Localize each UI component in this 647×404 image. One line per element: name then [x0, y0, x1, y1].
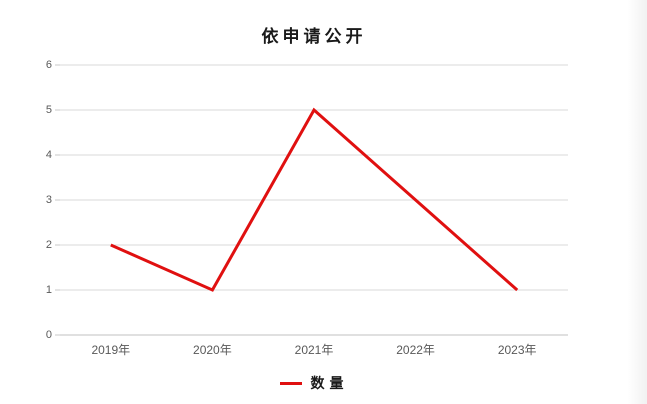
chart-title: 依申请公开 — [261, 27, 367, 46]
y-tick-label: 0 — [45, 329, 52, 341]
y-tick-label: 4 — [45, 149, 52, 161]
x-tick-label: 2023年 — [497, 343, 537, 357]
y-tick-label: 3 — [45, 194, 52, 206]
y-tick-label: 2 — [45, 239, 52, 251]
legend: 数量 — [60, 373, 568, 393]
series-line — [110, 107, 519, 292]
x-tick-label: 2019年 — [91, 343, 131, 357]
y-tick-label: 6 — [45, 59, 52, 71]
legend-line-swatch — [279, 381, 302, 385]
x-tick-label: 2022年 — [396, 343, 435, 357]
x-tick-label: 2021年 — [294, 343, 334, 357]
y-tick-label: 5 — [45, 104, 52, 116]
x-tick-label: 2020年 — [193, 343, 232, 357]
y-tick-label: 1 — [45, 284, 52, 296]
legend-series-label: 数量 — [310, 377, 349, 392]
